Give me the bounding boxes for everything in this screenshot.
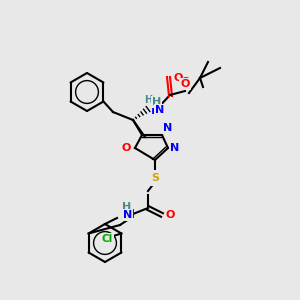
Text: O: O [122, 143, 131, 153]
Text: N: N [151, 103, 161, 116]
Text: N: N [163, 123, 172, 133]
Text: S: S [151, 173, 159, 183]
Text: S: S [151, 172, 159, 184]
Text: H: H [144, 95, 152, 105]
Text: N: N [170, 143, 179, 153]
Text: N: N [123, 210, 132, 220]
Text: N: N [125, 208, 135, 221]
Text: Cl: Cl [102, 233, 113, 244]
Text: H: H [123, 203, 131, 213]
Text: O: O [180, 79, 190, 89]
Text: N: N [164, 123, 173, 133]
Text: H: H [122, 202, 131, 212]
Text: O: O [122, 143, 131, 153]
Text: O: O [180, 76, 190, 89]
Text: O: O [166, 210, 175, 220]
Text: H: H [152, 97, 161, 107]
Text: O: O [173, 73, 182, 83]
Text: O: O [172, 74, 182, 86]
Text: N: N [170, 143, 179, 153]
Text: N: N [155, 105, 164, 115]
Text: O: O [165, 208, 175, 221]
